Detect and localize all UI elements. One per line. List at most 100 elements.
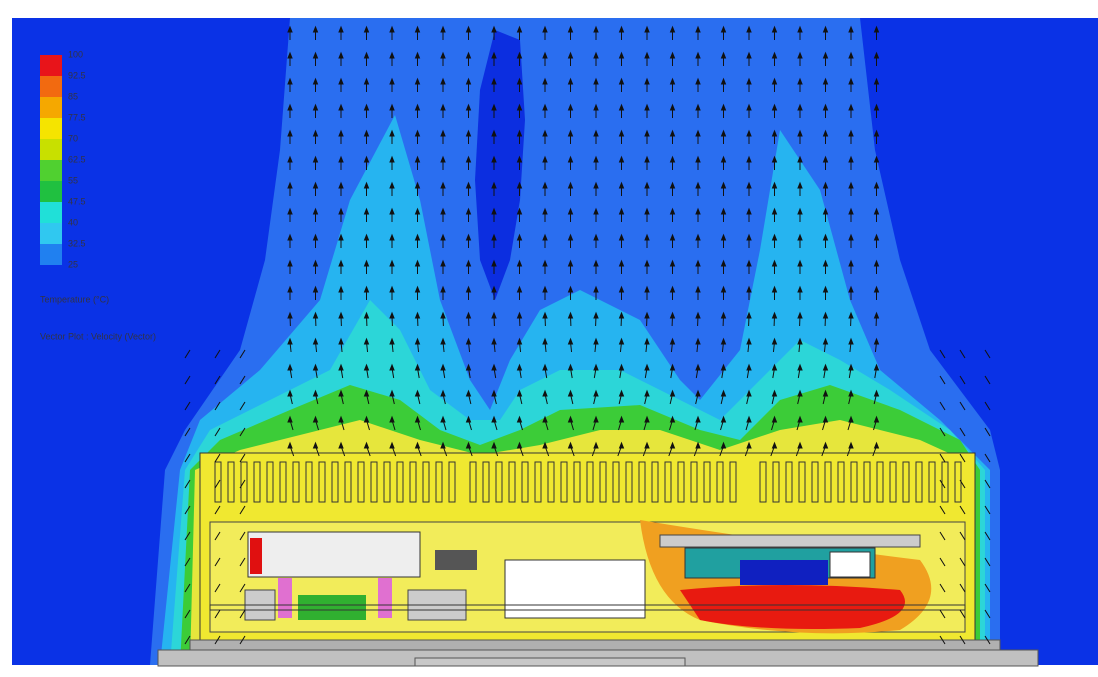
fin [227, 461, 235, 503]
vector-head [848, 311, 854, 319]
vector-head [287, 415, 293, 423]
vector-head [312, 155, 319, 163]
vector [239, 401, 246, 411]
vector-head [465, 311, 472, 319]
vector-head [618, 337, 625, 345]
vector-head [440, 415, 446, 423]
vector-head [822, 337, 829, 345]
vector-head [822, 25, 829, 33]
vector-head [516, 259, 523, 267]
legend-label: 92.5 [68, 70, 86, 80]
vector-head [771, 259, 778, 267]
vector-head [669, 337, 676, 345]
vector-head [389, 311, 395, 319]
legend-label: 40 [68, 217, 78, 227]
vector [214, 375, 221, 385]
vector-head [848, 155, 854, 163]
vector-head [720, 337, 727, 345]
vector [984, 479, 991, 489]
fin [508, 461, 516, 503]
vector-head [440, 363, 446, 371]
vector-head [567, 155, 574, 163]
vector-head [440, 207, 446, 215]
vector-head [338, 441, 344, 449]
vector-head [516, 77, 523, 85]
vector-head [287, 181, 293, 189]
vector-head [363, 77, 370, 85]
vector [939, 609, 946, 619]
vector-head [644, 129, 650, 137]
component [278, 578, 292, 618]
fin [837, 461, 845, 503]
vector-head [414, 259, 421, 267]
vector-head [440, 129, 446, 137]
vector-head [516, 337, 523, 345]
vector-head [644, 337, 650, 345]
vector-head [465, 415, 472, 423]
vector-head [873, 415, 880, 423]
vector-head [822, 155, 829, 163]
vector-head [440, 155, 446, 163]
vector-head [491, 207, 497, 215]
vector-head [822, 415, 829, 423]
vector-head [618, 103, 625, 111]
vector-head [797, 311, 803, 319]
vector [939, 375, 946, 385]
vector-head [465, 77, 472, 85]
vector-head [491, 259, 497, 267]
vector-head [618, 181, 625, 189]
vector-head [516, 389, 523, 397]
vector-head [797, 415, 803, 423]
vector-head [567, 207, 574, 215]
vector-head [746, 25, 752, 33]
vector-head [720, 25, 727, 33]
vector-head [389, 415, 395, 423]
vector [939, 505, 946, 515]
fin [638, 461, 646, 503]
vector [239, 635, 246, 645]
vector-head [771, 415, 778, 423]
fin [253, 461, 261, 503]
vector-head [669, 51, 676, 59]
vector [939, 557, 946, 567]
vector-head [873, 103, 880, 111]
vector-head [746, 233, 752, 241]
vector-head [822, 311, 829, 319]
vector-head [516, 25, 523, 33]
vector [959, 531, 966, 541]
fin [586, 461, 594, 503]
vector-head [695, 25, 701, 33]
vector-head [618, 441, 625, 449]
vector-head [593, 233, 599, 241]
vector-head [848, 51, 854, 59]
vector-head [363, 259, 370, 267]
vector-head [771, 363, 778, 371]
vector [214, 479, 221, 489]
vector-head [312, 77, 319, 85]
vector [984, 401, 991, 411]
vector-head [746, 77, 752, 85]
vector-head [873, 25, 880, 33]
vector-head [593, 415, 599, 423]
vector-head [720, 441, 727, 449]
vector [939, 349, 946, 359]
vector-head [644, 103, 650, 111]
vector-head [746, 129, 752, 137]
vector-head [414, 103, 421, 111]
vector-head [771, 181, 778, 189]
vector-head [440, 51, 446, 59]
vector-head [567, 285, 574, 293]
vector-head [312, 25, 319, 33]
vector-head [593, 155, 599, 163]
vector-head [797, 337, 803, 345]
vector-head [873, 285, 880, 293]
vector [984, 609, 991, 619]
vector-head [287, 207, 293, 215]
vector-head [746, 311, 752, 319]
vector [984, 583, 991, 593]
vector-head [669, 155, 676, 163]
fin [772, 461, 780, 503]
vector-head [363, 285, 370, 293]
fin [534, 461, 542, 503]
